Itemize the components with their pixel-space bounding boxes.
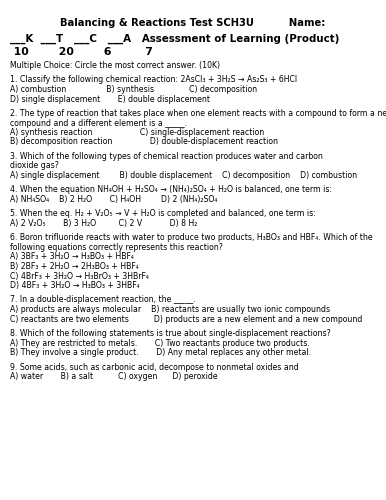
Text: B) They involve a single product.       D) Any metal replaces any other metal.: B) They involve a single product. D) Any… xyxy=(10,348,311,357)
Text: Balancing & Reactions Test SCH3U          Name:: Balancing & Reactions Test SCH3U Name: xyxy=(60,18,326,28)
Text: A) NH₄SO₄    B) 2 H₂O       C) H₄OH        D) 2 (NH₄)₂SO₄: A) NH₄SO₄ B) 2 H₂O C) H₄OH D) 2 (NH₄)₂SO… xyxy=(10,195,217,204)
Text: 1. Classify the following chemical reaction: 2AsCl₃ + 3H₂S → As₂S₃ + 6HCl: 1. Classify the following chemical react… xyxy=(10,76,297,84)
Text: D) single displacement       E) double displacement: D) single displacement E) double displac… xyxy=(10,94,210,104)
Text: 6. Boron trifluoride reacts with water to produce two products, H₃BO₃ and HBF₄. : 6. Boron trifluoride reacts with water t… xyxy=(10,234,372,242)
Text: D) 4BF₃ + 3H₂O → H₃BO₃ + 3HBF₄: D) 4BF₃ + 3H₂O → H₃BO₃ + 3HBF₄ xyxy=(10,281,140,290)
Text: C) reactants are two elements          D) products are a new element and a new c: C) reactants are two elements D) product… xyxy=(10,314,362,324)
Text: A) water       B) a salt          C) oxygen      D) peroxide: A) water B) a salt C) oxygen D) peroxide xyxy=(10,372,218,381)
Text: ___K  ___T   ___C   ___A   Assessment of Learning (Product): ___K ___T ___C ___A Assessment of Learni… xyxy=(10,34,339,44)
Text: A) synthesis reaction                   C) single-displacement reaction: A) synthesis reaction C) single-displace… xyxy=(10,128,264,137)
Text: dioxide gas?: dioxide gas? xyxy=(10,162,59,170)
Text: A) 3BF₃ + 3H₂O → H₃BO₃ + HBF₄: A) 3BF₃ + 3H₂O → H₃BO₃ + HBF₄ xyxy=(10,252,134,262)
Text: A) 2 V₂O₅       B) 3 H₂O         C) 2 V           D) 8 H₂: A) 2 V₂O₅ B) 3 H₂O C) 2 V D) 8 H₂ xyxy=(10,219,197,228)
Text: A) single displacement        B) double displacement    C) decomposition    D) c: A) single displacement B) double displac… xyxy=(10,171,357,180)
Text: A) combustion                B) synthesis              C) decomposition: A) combustion B) synthesis C) decomposit… xyxy=(10,85,257,94)
Text: B) 2BF₃ + 2H₂O → 2H₃BO₃ + HBF₄: B) 2BF₃ + 2H₂O → 2H₃BO₃ + HBF₄ xyxy=(10,262,139,271)
Text: compound and a different element is a _____.: compound and a different element is a __… xyxy=(10,118,187,128)
Text: C) 4BrF₃ + 3H₂O → H₃BrO₃ + 3HBrF₄: C) 4BrF₃ + 3H₂O → H₃BrO₃ + 3HBrF₄ xyxy=(10,272,149,280)
Text: Multiple Choice: Circle the most correct answer. (10K): Multiple Choice: Circle the most correct… xyxy=(10,61,220,70)
Text: 4. When the equation NH₄OH + H₂SO₄ → (NH₄)₂SO₄ + H₂O is balanced, one term is:: 4. When the equation NH₄OH + H₂SO₄ → (NH… xyxy=(10,186,332,194)
Text: B) decomposition reaction               D) double-displacement reaction: B) decomposition reaction D) double-disp… xyxy=(10,138,278,146)
Text: 9. Some acids, such as carbonic acid, decompose to nonmetal oxides and: 9. Some acids, such as carbonic acid, de… xyxy=(10,362,299,372)
Text: 7. In a double-displacement reaction, the _____.: 7. In a double-displacement reaction, th… xyxy=(10,296,196,304)
Text: 5. When the eq. H₂ + V₂O₅ → V + H₂O is completed and balanced, one term is:: 5. When the eq. H₂ + V₂O₅ → V + H₂O is c… xyxy=(10,210,316,218)
Text: 8. Which of the following statements is true about single-displacement reactions: 8. Which of the following statements is … xyxy=(10,329,331,338)
Text: following equations correctly represents this reaction?: following equations correctly represents… xyxy=(10,243,223,252)
Text: 2. The type of reaction that takes place when one element reacts with a compound: 2. The type of reaction that takes place… xyxy=(10,109,386,118)
Text: A) They are restricted to metals.       C) Two reactants produce two products.: A) They are restricted to metals. C) Two… xyxy=(10,338,310,347)
Text: 3. Which of the following types of chemical reaction produces water and carbon: 3. Which of the following types of chemi… xyxy=(10,152,323,161)
Text: 10        20        6         7: 10 20 6 7 xyxy=(10,47,153,57)
Text: A) products are always molecular    B) reactants are usually two ionic compounds: A) products are always molecular B) reac… xyxy=(10,305,330,314)
